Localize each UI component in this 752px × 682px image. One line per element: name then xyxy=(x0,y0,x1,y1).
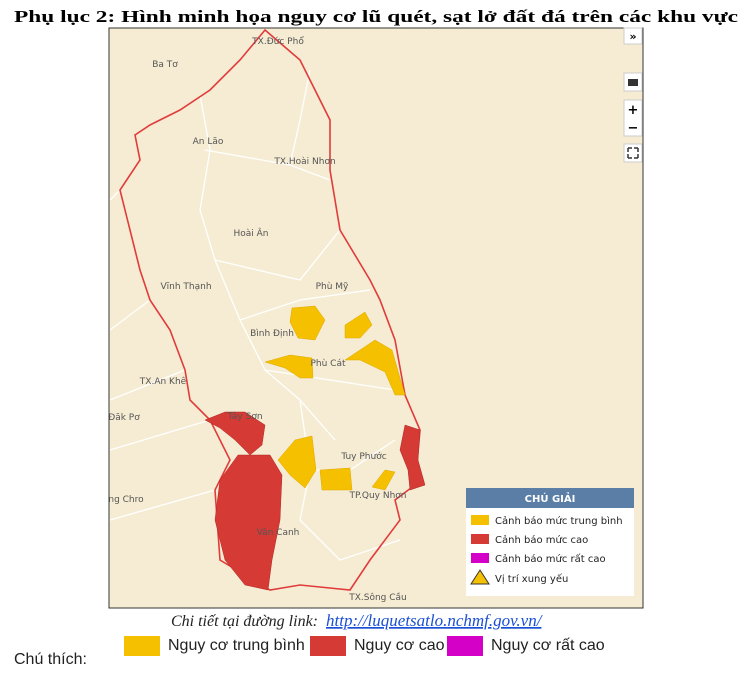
map-label: TX.Đức Phổ xyxy=(251,36,304,47)
collapse-icon: » xyxy=(629,30,636,43)
fullscreen-button[interactable] xyxy=(623,143,643,163)
legend-header xyxy=(466,488,634,508)
map-label: Phù Mỹ xyxy=(316,282,349,292)
map-label: TX.Sông Cầu xyxy=(348,592,407,603)
footer-swatch xyxy=(124,636,160,656)
map-controls: » + − xyxy=(623,27,643,163)
footer-swatch xyxy=(310,636,346,656)
legend-title: CHÚ GIẢI xyxy=(525,491,576,505)
risk-high xyxy=(204,411,426,591)
map-label: Vĩnh Thạnh xyxy=(160,282,211,292)
caption-link[interactable]: http://luquetsatlo.nchmf.gov.vn/ xyxy=(326,611,544,630)
zoom-control xyxy=(623,99,643,137)
zoom-in[interactable]: + xyxy=(628,103,639,118)
legend-warning-icon xyxy=(470,569,490,585)
collapse-button[interactable] xyxy=(623,27,643,45)
legend-swatch xyxy=(471,553,489,563)
legend-item: Cảnh báo mức cao xyxy=(495,534,588,546)
map-label: TX.Hoài Nhơn xyxy=(273,157,335,167)
print-icon xyxy=(628,79,638,86)
map-label: Vân Canh xyxy=(257,528,300,538)
page-title: Phụ lục 2: Hình minh họa nguy cơ lũ quét… xyxy=(14,7,739,26)
map-legend: CHÚ GIẢI Cảnh báo mức trung bình Cảnh bá… xyxy=(466,488,634,596)
map-label: TX.An Khê xyxy=(139,376,187,387)
map-label: Ba Tơ xyxy=(152,60,178,70)
map-label: An Lão xyxy=(193,137,224,147)
province-border xyxy=(119,28,421,591)
map-label: TP.Quy Nhơn xyxy=(348,491,406,501)
legend-swatch xyxy=(471,534,489,544)
legend-item: Vị trí xung yếu xyxy=(495,573,568,585)
footer-label: Chú thích: xyxy=(14,651,87,668)
map-label: ng Chro xyxy=(108,495,144,505)
map-label: Đăk Pơ xyxy=(108,413,140,423)
map-label: Bình Định xyxy=(250,329,294,339)
map: TX.Đức Phổ Ba Tơ An Lão TX.Hoài Nhơn Hoà… xyxy=(108,27,644,609)
zoom-out[interactable]: − xyxy=(628,121,639,136)
fullscreen-icon xyxy=(627,147,639,159)
map-label: Phù Cát xyxy=(310,359,345,369)
legend-item: Cảnh báo mức trung bình xyxy=(495,515,623,527)
legend-item: Cảnh báo mức rất cao xyxy=(495,553,606,565)
footer-swatch xyxy=(447,636,483,656)
footer-item: Nguy cơ trung bình xyxy=(168,637,305,654)
footer-item: Nguy cơ cao xyxy=(354,637,445,654)
legend-swatch xyxy=(471,515,489,525)
caption-text: Chi tiết tại đường link: xyxy=(171,613,318,630)
map-label: Tây Sơn xyxy=(226,412,262,422)
footer-item: Nguy cơ rất cao xyxy=(491,637,605,654)
risk-medium xyxy=(264,305,406,491)
map-labels: TX.Đức Phổ Ba Tơ An Lão TX.Hoài Nhơn Hoà… xyxy=(108,36,407,603)
map-label: Tuy Phước xyxy=(340,451,386,462)
map-label: Hoài Ân xyxy=(233,227,268,239)
